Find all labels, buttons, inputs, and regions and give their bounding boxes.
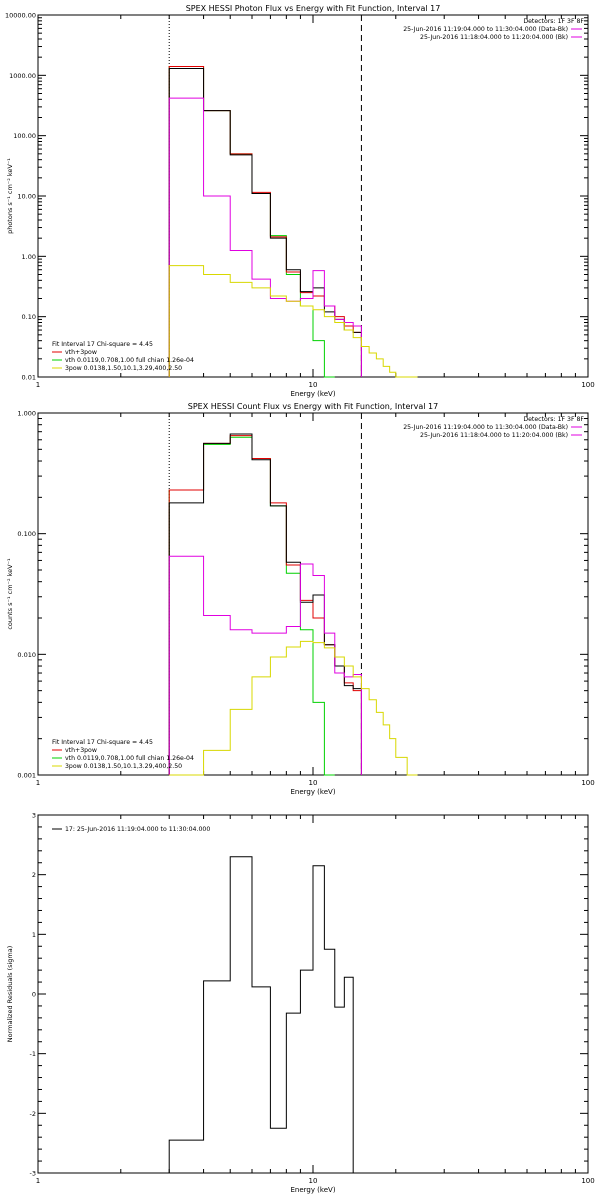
legend-right-text: 25-Jun-2016 11:19:04.000 to 11:30:04.000… (403, 26, 568, 33)
chart-panel-1: SPEX HESSI Photon Flux vs Energy with Fi… (5, 4, 595, 398)
y-tick-label: 0.001 (17, 772, 36, 780)
x-tick-label: 100 (581, 1177, 594, 1185)
legend-left-text: vth 0.0119,0.708,1.00 full chian 1.26e-0… (65, 357, 194, 364)
x-axis-label: Energy (keV) (290, 390, 335, 398)
legend-left-text: vth 0.0119,0.708,1.00 full chian 1.26e-0… (65, 755, 194, 762)
x-tick-label: 100 (581, 381, 594, 389)
y-tick-label: 0.01 (22, 374, 36, 382)
y-tick-label: 0.10 (22, 313, 36, 321)
x-tick-label: 100 (581, 779, 594, 787)
legend-left-text: vth+3pow (65, 349, 97, 356)
y-tick-label: -1 (30, 1050, 36, 1058)
y-axis-label: Normalized Residuals (sigma) (6, 946, 14, 1043)
series-line-3 (168, 67, 362, 377)
y-tick-label: -2 (30, 1110, 36, 1118)
legend-right-text: 25-Jun-2016 11:18:04.000 to 11:20:04.000… (420, 432, 568, 439)
y-tick-label: 10.00 (17, 193, 36, 201)
legend-right-text: 25-Jun-2016 11:18:04.000 to 11:20:04.000… (420, 34, 568, 41)
legend-left-text: Fit Interval 17 Chi-square = 4.45 (52, 739, 153, 746)
x-axis-label: Energy (keV) (290, 788, 335, 796)
y-tick-label: 1.000 (17, 410, 36, 418)
x-axis-label: Energy (keV) (290, 1186, 335, 1194)
series-line-4 (168, 555, 362, 775)
series-vth-3pow (168, 435, 362, 775)
series-3pow (168, 265, 418, 378)
y-axis-label: photons s⁻¹ cm⁻² keV⁻¹ (6, 158, 14, 234)
y-tick-label: 2 (32, 871, 36, 879)
series-vth (168, 436, 335, 776)
y-tick-label: 10000.00 (5, 12, 36, 20)
legend-right-text: 25-Jun-2016 11:19:04.000 to 11:30:04.000… (403, 424, 568, 431)
legend-left-text: 3pow 0.0138,1.50,10.1,3.29,400,2.50 (65, 365, 182, 372)
legend-left-text: 17: 25-Jun-2016 11:19:04.000 to 11:30:04… (65, 826, 210, 833)
series-vth (168, 66, 335, 378)
y-tick-label: 1.00 (22, 253, 36, 261)
legend-left-text: Fit Interval 17 Chi-square = 4.45 (52, 341, 153, 348)
chart-panel-2: SPEX HESSI Count Flux vs Energy with Fit… (6, 402, 595, 796)
y-tick-label: -3 (30, 1170, 36, 1178)
x-tick-label: 10 (309, 1177, 318, 1185)
series-17-25-jun-2016-11-19-04-000-to-11-30-04-000 (168, 856, 362, 1174)
x-tick-label: 1 (36, 1177, 40, 1185)
legend-left-text: vth+3pow (65, 747, 97, 754)
y-tick-label: 0.010 (17, 651, 36, 659)
chart-title: SPEX HESSI Count Flux vs Energy with Fit… (188, 402, 439, 411)
series-3pow (169, 640, 418, 776)
legend-right-text: Detectors: 1F 3F 8F (523, 18, 584, 25)
legend-left-text: 3pow 0.0138,1.50,10.1,3.29,400,2.50 (65, 763, 182, 770)
plot-frame (37, 412, 589, 776)
series-line-3 (168, 433, 362, 775)
y-tick-label: 3 (32, 812, 36, 820)
y-tick-label: 0.100 (17, 530, 36, 538)
x-tick-label: 1 (36, 381, 40, 389)
x-tick-label: 10 (309, 381, 318, 389)
x-tick-label: 10 (309, 779, 318, 787)
chart-title: SPEX HESSI Photon Flux vs Energy with Fi… (186, 4, 441, 13)
y-tick-label: 1 (32, 931, 36, 939)
series-vth-3pow (168, 66, 362, 377)
chart-panel-3: 1 10 100 -3 -2 -1 0 1 2 3 Energy (keV) Normalized R… (6, 812, 595, 1195)
y-tick-label: 100.00 (13, 132, 36, 140)
y-tick-label: 0 (32, 991, 36, 999)
series-line-4 (168, 97, 362, 377)
x-tick-label: 1 (36, 779, 40, 787)
y-tick-label: 1000.00 (9, 72, 36, 80)
legend-right-text: Detectors: 1F 3F 8F (523, 416, 584, 423)
y-axis-label: counts s⁻¹ cm⁻² keV⁻¹ (6, 558, 14, 630)
